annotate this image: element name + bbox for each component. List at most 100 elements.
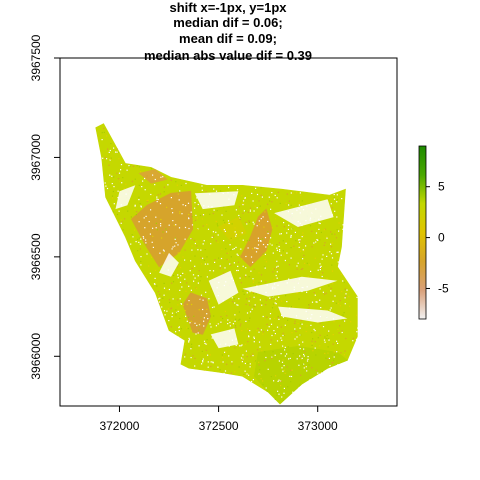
raster-pixel [271,357,273,359]
raster-pixel [275,375,277,377]
raster-pixel [134,205,136,207]
x-tick-label: 372500 [199,419,239,433]
raster-pixel [267,220,269,223]
raster-pixel [161,306,163,308]
raster-pixel [311,367,313,369]
raster-pixel [255,293,257,295]
raster-pixel [203,369,205,371]
raster-pixel [331,270,334,272]
raster-pixel [276,266,278,268]
raster-pixel [336,199,339,201]
raster-pixel [217,234,219,236]
raster-gaps [115,185,348,353]
raster-pixel [263,266,266,268]
raster-pixel [206,323,208,325]
raster-pixel [341,198,343,200]
raster-pixel [340,352,342,354]
raster-pixel [251,308,253,310]
raster-pixel [290,236,292,238]
raster-pixel [321,275,323,278]
raster-pixel [325,357,327,359]
raster-pixel [194,365,196,367]
raster-pixel [176,227,179,229]
raster-pixel [175,181,177,183]
raster-pixel [180,275,182,277]
raster-pixel [113,203,115,205]
raster-pixel [319,263,321,265]
raster-pixel [316,301,318,303]
raster-pixel [157,224,159,226]
raster-pixel [257,349,259,351]
raster-pixel [247,211,249,213]
raster-pixel [245,267,247,269]
raster-pixel [155,222,157,224]
raster-region-orange-west-slope [131,190,194,268]
raster-pixel [147,226,149,228]
raster-pixel [184,226,187,229]
raster-pixel [246,373,248,375]
raster-pixel [335,237,338,239]
raster-pixel [232,301,234,303]
raster-pixel [121,221,123,223]
raster-pixel [262,331,265,333]
raster-pixel [301,236,303,238]
raster-pixel [197,325,199,327]
raster-pixel [201,218,203,220]
raster-pixel [140,238,142,240]
raster-pixel [236,269,238,272]
raster-pixel [324,242,326,244]
raster-pixel [322,254,324,256]
raster-pixel [227,259,229,261]
raster-pixel [177,277,179,279]
raster-pixel [256,225,258,227]
raster-pixel [262,384,264,386]
raster-pixel [276,197,278,199]
raster-pixel [337,303,339,305]
raster-pixel [327,198,329,200]
raster-pixel [250,256,253,258]
raster-pixel [330,231,332,233]
raster-pixel [246,356,248,358]
gap-south-west [157,336,179,353]
raster-pixel [213,315,215,317]
raster-pixel [248,330,250,332]
raster-pixel [319,269,321,271]
raster-pixel [332,242,334,244]
raster-pixel [179,211,181,213]
raster-pixel [296,192,298,194]
raster-pixel [138,199,140,201]
raster-pixel [287,346,289,348]
raster-pixel [179,281,182,283]
raster-pixel [165,228,167,230]
raster-pixel [269,318,271,320]
raster-pixel [274,302,276,304]
raster-pixel [298,205,301,207]
raster-pixel [197,332,199,334]
raster-pixel [198,270,200,272]
raster-pixel [279,202,281,204]
raster-pixel [299,246,301,248]
raster-pixel [242,290,244,292]
raster-pixel [245,210,247,212]
raster-pixel [306,291,308,293]
raster-pixel [317,239,319,241]
raster-pixel [320,231,322,233]
raster-pixel [327,197,329,199]
raster-pixel [156,229,158,231]
raster-pixel [167,184,169,186]
raster-pixel [135,241,137,243]
raster-pixel [139,202,141,205]
raster-pixel [286,353,288,355]
raster-pixel [231,319,233,321]
raster-pixel [224,370,227,372]
raster-pixel [196,287,198,289]
raster-pixel [267,316,269,318]
raster-pixel [299,384,301,386]
raster-pixel [233,248,235,250]
raster-pixel [306,325,308,327]
raster-pixel [210,361,212,363]
raster-pixel [240,357,243,359]
raster-pixel [261,196,263,198]
raster-pixel [344,350,346,352]
raster-pixel [264,267,266,269]
